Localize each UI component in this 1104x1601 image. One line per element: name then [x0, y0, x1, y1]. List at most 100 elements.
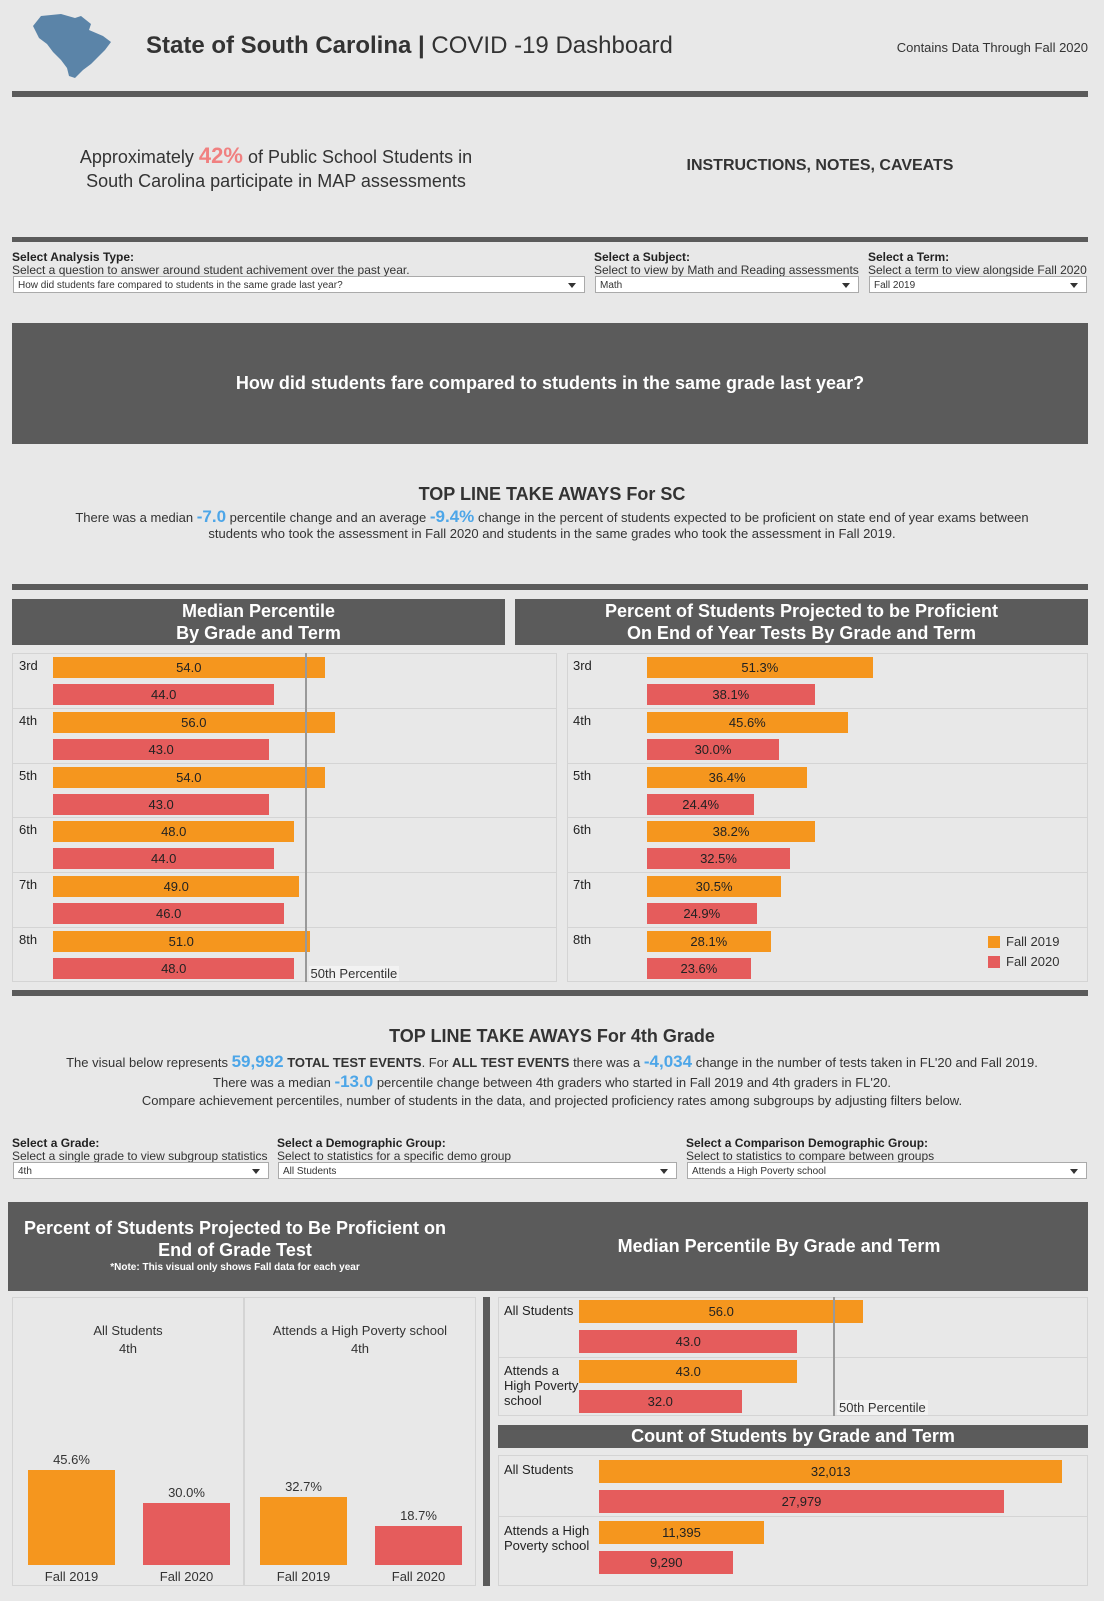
- instructions-link[interactable]: INSTRUCTIONS, NOTES, CAVEATS: [686, 157, 954, 174]
- value-label: 43.0: [148, 741, 174, 757]
- bar: 38.2%: [647, 821, 816, 843]
- filter-label: Select a Comparison Demographic Group:: [686, 1136, 929, 1150]
- value-label: 38.1%: [712, 687, 750, 702]
- row-divider: [567, 762, 1088, 764]
- bar: 46.0: [53, 903, 285, 925]
- row-divider: [567, 707, 1088, 709]
- page-title: State of South Carolina | COVID -19 Dash…: [146, 32, 673, 60]
- dropdown[interactable]: 4th: [13, 1162, 269, 1179]
- category-label: All Students: [504, 1303, 574, 1318]
- bar: 54.0: [53, 657, 325, 678]
- legend-swatch: [988, 955, 1000, 968]
- text: there was a: [573, 1055, 641, 1070]
- value-label: 32,013: [810, 1464, 851, 1479]
- value-label: 36.4%: [708, 769, 746, 785]
- bar: 56.0: [53, 711, 335, 733]
- value-label: 43.0: [148, 796, 174, 812]
- bar: 32,013: [599, 1460, 1063, 1483]
- category-label: 5th: [573, 767, 592, 783]
- bar: 36.4%: [647, 766, 808, 788]
- chart-title: Median Percentile: [181, 601, 336, 621]
- divider: [12, 91, 1088, 97]
- panel-title: All Students: [93, 1323, 163, 1338]
- filter-description: Select to statistics for a specific demo…: [277, 1149, 512, 1163]
- value-label: 24.9%: [683, 906, 721, 922]
- bar: [143, 1502, 230, 1565]
- bar: 51.0: [53, 931, 310, 952]
- bar: 56.0: [579, 1300, 864, 1323]
- dropdown-value: 4th: [18, 1166, 32, 1177]
- chart-header: [8, 1202, 1088, 1291]
- panel-subtitle: 4th: [350, 1341, 370, 1356]
- dropdown[interactable]: All Students: [278, 1162, 677, 1179]
- panel: [244, 1297, 476, 1586]
- legend-label: Fall 2019: [1006, 933, 1060, 949]
- value-label: 32.7%: [285, 1478, 322, 1494]
- dropdown[interactable]: Math: [595, 276, 859, 293]
- takeaway-line: There was a median -13.0 percentile chan…: [0, 1072, 1104, 1092]
- highlight: -4,034: [643, 1052, 693, 1071]
- dropdown-value: Fall 2019: [874, 280, 916, 291]
- category-label: 5th: [19, 767, 38, 783]
- chart-title: Median Percentile By Grade and Term: [617, 1236, 941, 1256]
- category-label: 4th: [19, 712, 38, 728]
- value-label: 30.0%: [168, 1484, 205, 1500]
- chart-note: *Note: This visual only shows Fall data …: [110, 1262, 360, 1273]
- divider: [12, 237, 1088, 242]
- value-label: 28.1%: [690, 934, 728, 949]
- bar: [375, 1526, 462, 1565]
- category-label: 3rd: [573, 658, 592, 673]
- bar: 43.0: [579, 1330, 798, 1353]
- highlight: -7.0: [196, 507, 227, 526]
- bar: 24.9%: [647, 903, 757, 925]
- bar: 27,979: [599, 1490, 1005, 1513]
- reference-line: [833, 1297, 835, 1416]
- row-divider: [498, 1516, 1088, 1517]
- intro: Approximately 42% of Public School Stude…: [61, 144, 491, 193]
- highlight: 59,992: [231, 1052, 284, 1071]
- value-label: 43.0: [675, 1334, 701, 1349]
- x-tick-label: Fall 2019: [44, 1569, 99, 1584]
- filter-label: Select a Subject:: [594, 250, 691, 264]
- value-label: 44.0: [151, 851, 177, 867]
- bar: 43.0: [53, 738, 270, 760]
- bar: 23.6%: [647, 958, 751, 979]
- bar: 48.0: [53, 821, 295, 843]
- value-label: 11,395: [662, 1525, 701, 1540]
- category-label: 8th: [19, 932, 38, 947]
- takeaway-line: The visual below represents 59,992 TOTAL…: [0, 1052, 1104, 1072]
- chart-title: On End of Year Tests By Grade and Term: [626, 623, 977, 643]
- filter-description: Select a term to view alongside Fall 202…: [868, 263, 1087, 277]
- value-label: 27,979: [781, 1494, 822, 1509]
- category-label: Attends a High Poverty school: [504, 1362, 579, 1408]
- value-label: 38.2%: [712, 824, 750, 840]
- dropdown[interactable]: Fall 2019: [869, 276, 1087, 293]
- text: ALL TEST EVENTS: [451, 1055, 570, 1070]
- bar: 43.0: [53, 793, 270, 815]
- reference-label: 50th Percentile: [308, 965, 400, 981]
- text: The visual below represents: [66, 1055, 228, 1070]
- text: There was a median: [75, 510, 194, 525]
- dropdown[interactable]: Attends a High Poverty school: [687, 1162, 1087, 1179]
- value-label: 46.0: [156, 906, 182, 922]
- highlight: -9.4%: [429, 507, 475, 526]
- bar: [260, 1496, 347, 1565]
- dropdown[interactable]: How did students fare compared to studen…: [13, 276, 585, 293]
- category-label: 6th: [19, 822, 38, 838]
- intro-highlight: 42%: [198, 143, 243, 168]
- bar: 32.0: [579, 1389, 742, 1413]
- data-note: Contains Data Through Fall 2020: [896, 40, 1088, 55]
- value-label: 49.0: [163, 879, 189, 895]
- value-label: 56.0: [708, 1304, 734, 1319]
- state-map: [33, 14, 111, 78]
- panel: [12, 1297, 244, 1586]
- dropdown-value: All Students: [283, 1166, 337, 1177]
- row-divider: [567, 927, 1088, 928]
- value-label: 30.0%: [694, 741, 732, 757]
- row-divider: [567, 872, 1088, 874]
- value-label: 45.6%: [728, 714, 766, 730]
- row-divider: [12, 872, 557, 874]
- value-label: 23.6%: [680, 961, 718, 976]
- text: change in the percent of students expect…: [208, 510, 1029, 541]
